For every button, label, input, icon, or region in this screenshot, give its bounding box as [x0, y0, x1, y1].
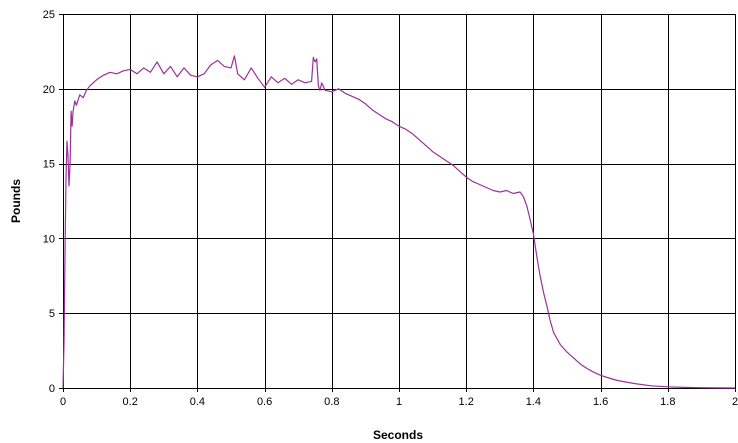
series-line — [62, 55, 736, 389]
y-axis-title: Pounds — [9, 179, 23, 223]
y-tick-label: 15 — [43, 159, 55, 171]
y-axis-ticks: 0 5 10 15 20 25 — [43, 9, 63, 395]
series-group — [62, 55, 736, 389]
x-tick-label: 0.2 — [123, 396, 138, 408]
x-tick-label: 1 — [396, 396, 402, 408]
x-axis-ticks: 0 0.2 0.4 0.6 0.8 1 1.2 1.4 1.6 1.8 2 — [60, 388, 738, 408]
x-axis-title: Seconds — [373, 428, 423, 442]
x-tick-label: 0 — [60, 396, 66, 408]
x-tick-label: 1.4 — [526, 396, 541, 408]
x-tick-label: 0.4 — [190, 396, 205, 408]
x-tick-label: 0.6 — [257, 396, 272, 408]
y-tick-label: 20 — [43, 84, 55, 96]
y-tick-label: 5 — [49, 308, 55, 320]
y-tick-label: 25 — [43, 9, 55, 21]
y-tick-label: 10 — [43, 233, 55, 245]
x-tick-label: 1.2 — [459, 396, 474, 408]
x-tick-label: 2 — [732, 396, 738, 408]
x-tick-label: 1.6 — [593, 396, 608, 408]
x-tick-label: 1.8 — [660, 396, 675, 408]
y-tick-label: 0 — [49, 383, 55, 395]
x-tick-label: 0.8 — [324, 396, 339, 408]
